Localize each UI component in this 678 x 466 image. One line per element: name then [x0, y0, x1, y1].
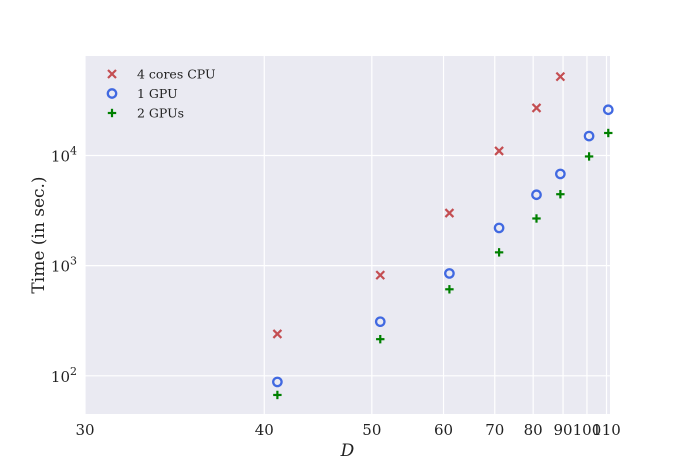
y-axis-label: Time (in sec.) [29, 176, 49, 293]
x-tick-label: 70 [485, 421, 504, 439]
x-tick-label: 40 [255, 421, 274, 439]
y-tick-label: 104 [51, 144, 77, 165]
data-point [273, 390, 282, 400]
legend: 4 cores CPU 1 GPU 2 GPUs [106, 67, 216, 121]
data-point [374, 316, 386, 328]
data-point [604, 128, 613, 138]
x-tick-label: 90 [554, 421, 573, 439]
data-point [494, 146, 504, 156]
data-point [602, 104, 614, 116]
data-point [583, 130, 595, 142]
x-tick-label: 80 [524, 421, 543, 439]
data-point [555, 71, 566, 82]
data-point [375, 270, 386, 280]
x-tick-label: 110 [592, 421, 621, 439]
data-marks [272, 71, 614, 400]
data-point [444, 268, 455, 279]
data-point [532, 214, 541, 223]
legend-label: 2 GPUs [137, 106, 184, 121]
x-tick-label: 60 [434, 421, 453, 439]
y-tick-label: 103 [51, 255, 77, 276]
data-point [272, 329, 283, 339]
y-tick-label: 102 [51, 365, 77, 386]
legend-marker [107, 108, 117, 118]
legend-label: 4 cores CPU [137, 67, 216, 82]
data-point [272, 376, 283, 388]
data-point [555, 168, 566, 180]
x-tick-label: 50 [362, 421, 381, 439]
data-point [445, 285, 454, 294]
grid [84, 56, 610, 414]
legend-label: 1 GPU [137, 86, 178, 101]
data-point [556, 190, 565, 199]
data-point [531, 103, 542, 113]
data-point [531, 189, 542, 201]
data-point [376, 334, 385, 344]
legend-marker [107, 69, 117, 79]
x-axis-label: D [340, 441, 355, 461]
plot-area [85, 56, 610, 414]
data-point [494, 248, 504, 257]
x-tick-label: 30 [75, 421, 94, 439]
x-tick-label: 100 [573, 421, 602, 439]
data-point [493, 222, 505, 234]
data-point [444, 208, 455, 218]
legend-marker [106, 88, 118, 99]
data-point [584, 152, 594, 161]
